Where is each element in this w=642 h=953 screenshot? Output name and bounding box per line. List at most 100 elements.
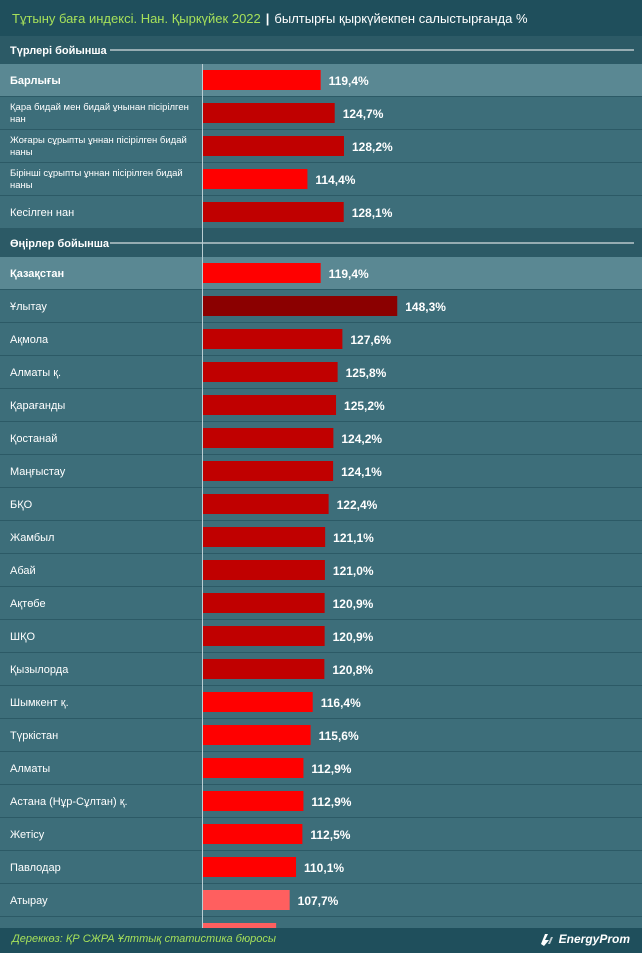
bar (203, 824, 303, 844)
data-label: 128,2% (352, 140, 393, 154)
highlight-row-bg (0, 64, 642, 96)
data-label: 120,8% (332, 663, 373, 677)
bar (203, 202, 344, 222)
data-label: 119,4% (329, 74, 369, 88)
category-label-line: Қара бидай мен бидай ұнынан пісірілген (10, 102, 189, 113)
bar (203, 169, 308, 189)
data-label: 119,4% (329, 267, 369, 281)
bar (203, 362, 338, 382)
bar-chart: Түрлері бойынша Барлығы 119,4% Қара бидай м… (0, 36, 642, 928)
brand-logo: EnergyProm (539, 932, 630, 946)
bar (203, 329, 343, 349)
row-bg (0, 752, 642, 784)
bar (203, 857, 297, 877)
data-label: 124,2% (341, 432, 382, 446)
bar (203, 725, 311, 745)
section-title: Өңірлер бойынша (10, 238, 110, 250)
data-label: 107,7% (298, 894, 339, 908)
row-bg (0, 917, 642, 928)
bar (203, 136, 344, 156)
source-note: Дереккөз: ҚР СЖРА Ұлттық статистика бюро… (12, 933, 276, 945)
category-label: Астана (Нұр-Сұлтан) қ. (10, 796, 128, 808)
bar (203, 428, 334, 448)
bar (203, 395, 337, 415)
bar (203, 494, 329, 514)
data-label: 112,9% (311, 762, 351, 776)
data-label: 115,6% (319, 729, 359, 743)
bar (203, 103, 335, 123)
category-label: Жоғары сұрыпты ұннан пісірілген бидай нан… (10, 135, 187, 158)
data-label: 125,2% (344, 399, 385, 413)
category-label: Абай (10, 565, 36, 577)
category-label-line: Жоғары сұрыпты ұннан пісірілген бидай (10, 135, 187, 146)
category-label: Қостанай (10, 433, 57, 445)
category-label: Шымкент қ. (10, 697, 69, 709)
category-label: Ұлытау (10, 301, 47, 313)
chart-subtitle: былтырғы қыркүйекпен салыстырғанда % (274, 10, 528, 26)
category-label: Ақтөбе (10, 598, 46, 610)
category-label: Барлығы (10, 75, 61, 87)
category-label: Маңғыстау (10, 466, 66, 478)
bar (203, 923, 277, 928)
data-label: 148,3% (405, 300, 446, 314)
title-separator: | (265, 10, 270, 26)
data-label: 120,9% (333, 630, 374, 644)
row-bg (0, 785, 642, 817)
bar (203, 263, 321, 283)
data-label: 127,6% (350, 333, 391, 347)
category-label-line: нан (10, 114, 26, 125)
category-label: Павлодар (10, 862, 61, 874)
row-bg (0, 163, 642, 195)
bar (203, 659, 325, 679)
energyprom-logo-icon (540, 934, 553, 946)
data-label: 121,1% (333, 531, 374, 545)
brand-name: EnergyProm (558, 932, 630, 946)
category-label: Қазақстан (10, 268, 64, 280)
bar (203, 758, 304, 778)
category-label: Жамбыл (10, 532, 54, 544)
bar (203, 626, 325, 646)
category-label-line: наны (10, 147, 33, 158)
category-label: ШҚО (10, 631, 35, 643)
category-label: Алматы (10, 763, 50, 775)
data-label: 112,5% (310, 828, 350, 842)
row-bg (0, 818, 642, 850)
category-label: Қызылорда (10, 664, 69, 676)
category-label: Кесілген нан (10, 207, 74, 219)
bar (203, 692, 313, 712)
data-label: 110,1% (304, 861, 344, 875)
bar (203, 560, 325, 580)
data-label: 120,9% (333, 597, 374, 611)
data-label: 124,1% (341, 465, 382, 479)
category-label-line: Бірінші сұрыпты ұннан пісірілген бидай (10, 168, 183, 179)
data-label: 124,7% (343, 107, 384, 121)
data-label: 121,0% (333, 564, 374, 578)
section-title: Түрлері бойынша (10, 45, 108, 57)
data-label: 125,8% (346, 366, 387, 380)
bar (203, 70, 321, 90)
category-label: Алматы қ. (10, 367, 61, 379)
category-label: Түркістан (10, 730, 58, 742)
category-label: Атырау (10, 895, 48, 907)
row-bg (0, 686, 642, 718)
data-label: 102,6% (284, 927, 325, 928)
bar (203, 296, 398, 316)
chart-title: Тұтыну баға индексі. Нан. Қыркүйек 2022 (12, 10, 261, 26)
row-bg (0, 884, 642, 916)
category-label: Ақмола (10, 334, 49, 346)
category-label: Жетісу (10, 829, 45, 841)
data-label: 128,1% (352, 206, 393, 220)
data-label: 114,4% (315, 173, 355, 187)
category-label-line: наны (10, 180, 33, 191)
row-bg (0, 851, 642, 883)
category-label: Қарағанды (10, 400, 65, 412)
highlight-row-bg (0, 257, 642, 289)
data-label: 116,4% (321, 696, 361, 710)
category-label: Қара бидай мен бидай ұнынан пісірілген на… (10, 102, 189, 125)
category-label: Бірінші сұрыпты ұннан пісірілген бидай на… (10, 168, 183, 191)
data-label: 122,4% (337, 498, 378, 512)
bar (203, 593, 325, 613)
bar (203, 890, 290, 910)
chart-footer: Дереккөз: ҚР СЖРА Ұлттық статистика бюро… (0, 928, 642, 953)
data-label: 112,9% (311, 795, 351, 809)
